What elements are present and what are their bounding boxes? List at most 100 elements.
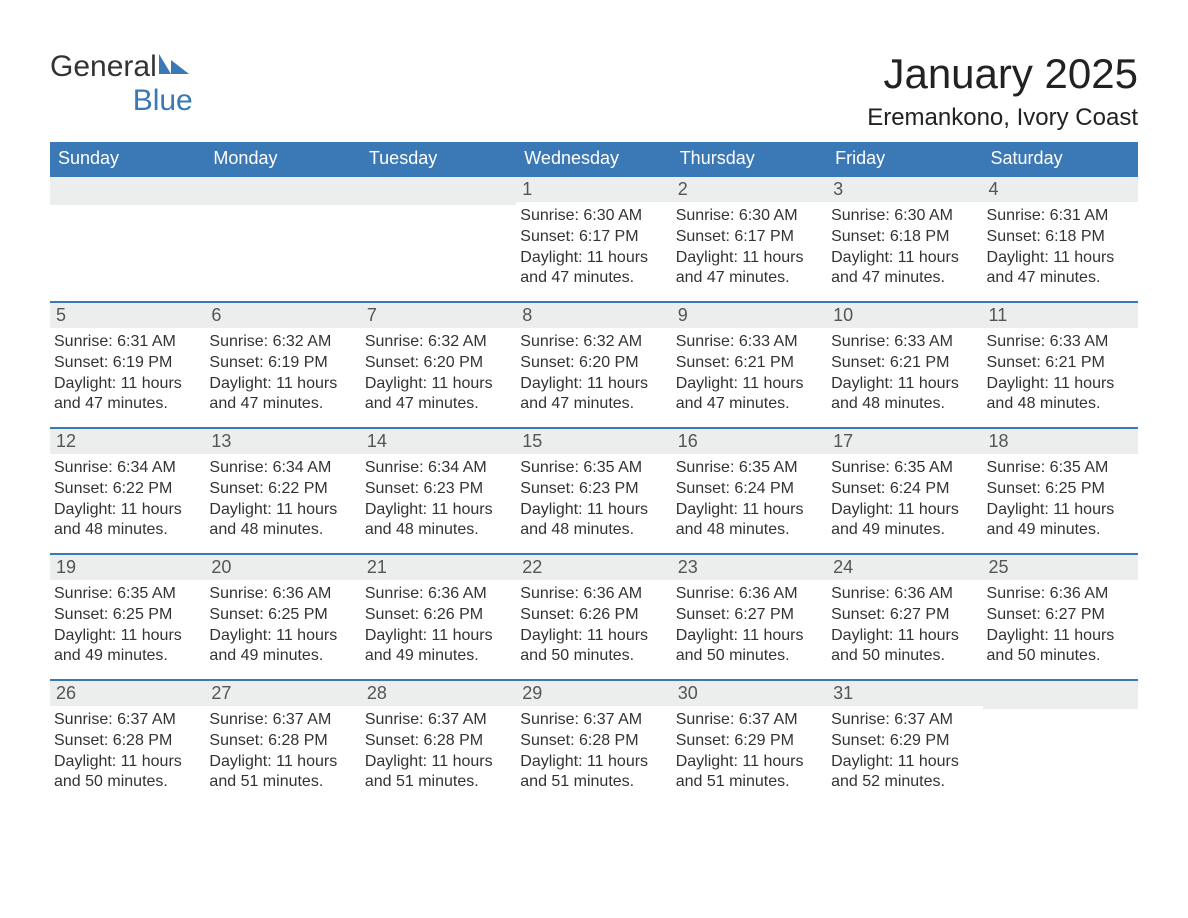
day-number: 20 [205, 555, 360, 580]
day-sunrise: Sunrise: 6:33 AM [831, 332, 978, 353]
day-sunrise: Sunrise: 6:30 AM [831, 206, 978, 227]
day-sunset: Sunset: 6:27 PM [676, 605, 823, 626]
day-dl2: and 50 minutes. [676, 646, 823, 667]
day-number: 17 [827, 429, 982, 454]
day-number: 12 [50, 429, 205, 454]
day-body: Sunrise: 6:33 AMSunset: 6:21 PMDaylight:… [983, 328, 1138, 423]
day-sunset: Sunset: 6:21 PM [987, 353, 1134, 374]
logo-text2: Blue [50, 84, 193, 118]
day-dl2: and 51 minutes. [676, 772, 823, 793]
day-dl2: and 50 minutes. [520, 646, 667, 667]
day-body: Sunrise: 6:35 AMSunset: 6:24 PMDaylight:… [672, 454, 827, 549]
day-dl1: Daylight: 11 hours [987, 248, 1134, 269]
day-dl2: and 49 minutes. [209, 646, 356, 667]
page-title: January 2025 [867, 50, 1138, 98]
header: General Blue January 2025 Eremankono, Iv… [50, 50, 1138, 132]
day-number: 25 [983, 555, 1138, 580]
day-cell: 11Sunrise: 6:33 AMSunset: 6:21 PMDayligh… [983, 303, 1138, 427]
day-sunrise: Sunrise: 6:37 AM [209, 710, 356, 731]
day-sunset: Sunset: 6:29 PM [831, 731, 978, 752]
day-dl1: Daylight: 11 hours [365, 626, 512, 647]
day-dl1: Daylight: 11 hours [520, 626, 667, 647]
day-dl2: and 47 minutes. [365, 394, 512, 415]
day-cell: 17Sunrise: 6:35 AMSunset: 6:24 PMDayligh… [827, 429, 982, 553]
day-cell: 24Sunrise: 6:36 AMSunset: 6:27 PMDayligh… [827, 555, 982, 679]
day-cell: 10Sunrise: 6:33 AMSunset: 6:21 PMDayligh… [827, 303, 982, 427]
day-cell: 20Sunrise: 6:36 AMSunset: 6:25 PMDayligh… [205, 555, 360, 679]
day-dl1: Daylight: 11 hours [54, 374, 201, 395]
day-body: Sunrise: 6:36 AMSunset: 6:26 PMDaylight:… [361, 580, 516, 675]
day-sunrise: Sunrise: 6:37 AM [676, 710, 823, 731]
day-cell: 4Sunrise: 6:31 AMSunset: 6:18 PMDaylight… [983, 177, 1138, 301]
day-cell: 2Sunrise: 6:30 AMSunset: 6:17 PMDaylight… [672, 177, 827, 301]
day-dl1: Daylight: 11 hours [365, 500, 512, 521]
day-dl2: and 48 minutes. [365, 520, 512, 541]
day-dl2: and 47 minutes. [520, 268, 667, 289]
day-dl1: Daylight: 11 hours [831, 500, 978, 521]
day-body: Sunrise: 6:34 AMSunset: 6:22 PMDaylight:… [50, 454, 205, 549]
day-dl2: and 49 minutes. [987, 520, 1134, 541]
day-body: Sunrise: 6:30 AMSunset: 6:18 PMDaylight:… [827, 202, 982, 297]
logo-text1: General [50, 50, 157, 83]
day-sunset: Sunset: 6:22 PM [209, 479, 356, 500]
day-sunrise: Sunrise: 6:31 AM [987, 206, 1134, 227]
day-cell: 27Sunrise: 6:37 AMSunset: 6:28 PMDayligh… [205, 681, 360, 805]
day-cell: 7Sunrise: 6:32 AMSunset: 6:20 PMDaylight… [361, 303, 516, 427]
logo-flag-icon [159, 54, 193, 76]
day-sunset: Sunset: 6:19 PM [209, 353, 356, 374]
day-body: Sunrise: 6:37 AMSunset: 6:28 PMDaylight:… [50, 706, 205, 801]
day-body: Sunrise: 6:36 AMSunset: 6:27 PMDaylight:… [672, 580, 827, 675]
day-dl1: Daylight: 11 hours [831, 752, 978, 773]
day-sunrise: Sunrise: 6:37 AM [54, 710, 201, 731]
day-number: 10 [827, 303, 982, 328]
weekday-header: Saturday [983, 142, 1138, 175]
week-row: 1Sunrise: 6:30 AMSunset: 6:17 PMDaylight… [50, 175, 1138, 301]
day-number: 18 [983, 429, 1138, 454]
day-number: 16 [672, 429, 827, 454]
day-sunset: Sunset: 6:23 PM [365, 479, 512, 500]
day-sunrise: Sunrise: 6:35 AM [54, 584, 201, 605]
day-sunset: Sunset: 6:17 PM [520, 227, 667, 248]
week-row: 26Sunrise: 6:37 AMSunset: 6:28 PMDayligh… [50, 679, 1138, 805]
day-number: 22 [516, 555, 671, 580]
day-sunset: Sunset: 6:24 PM [676, 479, 823, 500]
day-cell: 12Sunrise: 6:34 AMSunset: 6:22 PMDayligh… [50, 429, 205, 553]
day-number: 2 [672, 177, 827, 202]
day-body: Sunrise: 6:37 AMSunset: 6:28 PMDaylight:… [205, 706, 360, 801]
day-sunset: Sunset: 6:27 PM [987, 605, 1134, 626]
day-body: Sunrise: 6:34 AMSunset: 6:23 PMDaylight:… [361, 454, 516, 549]
day-sunset: Sunset: 6:26 PM [365, 605, 512, 626]
day-cell [361, 177, 516, 301]
day-dl2: and 51 minutes. [209, 772, 356, 793]
week-row: 19Sunrise: 6:35 AMSunset: 6:25 PMDayligh… [50, 553, 1138, 679]
calendar: SundayMondayTuesdayWednesdayThursdayFrid… [50, 142, 1138, 805]
weekday-header: Wednesday [516, 142, 671, 175]
day-cell: 15Sunrise: 6:35 AMSunset: 6:23 PMDayligh… [516, 429, 671, 553]
day-sunset: Sunset: 6:18 PM [831, 227, 978, 248]
day-dl1: Daylight: 11 hours [209, 626, 356, 647]
day-cell: 3Sunrise: 6:30 AMSunset: 6:18 PMDaylight… [827, 177, 982, 301]
day-sunset: Sunset: 6:28 PM [54, 731, 201, 752]
day-dl2: and 47 minutes. [676, 394, 823, 415]
day-cell: 31Sunrise: 6:37 AMSunset: 6:29 PMDayligh… [827, 681, 982, 805]
day-dl1: Daylight: 11 hours [365, 752, 512, 773]
day-sunset: Sunset: 6:28 PM [520, 731, 667, 752]
day-number: 5 [50, 303, 205, 328]
day-number: 8 [516, 303, 671, 328]
day-cell: 25Sunrise: 6:36 AMSunset: 6:27 PMDayligh… [983, 555, 1138, 679]
day-dl2: and 47 minutes. [831, 268, 978, 289]
day-number [50, 177, 205, 205]
day-cell [983, 681, 1138, 805]
day-cell: 14Sunrise: 6:34 AMSunset: 6:23 PMDayligh… [361, 429, 516, 553]
day-sunrise: Sunrise: 6:36 AM [520, 584, 667, 605]
day-number [205, 177, 360, 205]
day-number: 30 [672, 681, 827, 706]
day-dl2: and 49 minutes. [54, 646, 201, 667]
day-sunrise: Sunrise: 6:35 AM [520, 458, 667, 479]
day-dl1: Daylight: 11 hours [54, 752, 201, 773]
day-body: Sunrise: 6:36 AMSunset: 6:27 PMDaylight:… [827, 580, 982, 675]
weekday-header: Monday [205, 142, 360, 175]
day-dl1: Daylight: 11 hours [676, 752, 823, 773]
day-dl1: Daylight: 11 hours [676, 374, 823, 395]
day-number: 27 [205, 681, 360, 706]
